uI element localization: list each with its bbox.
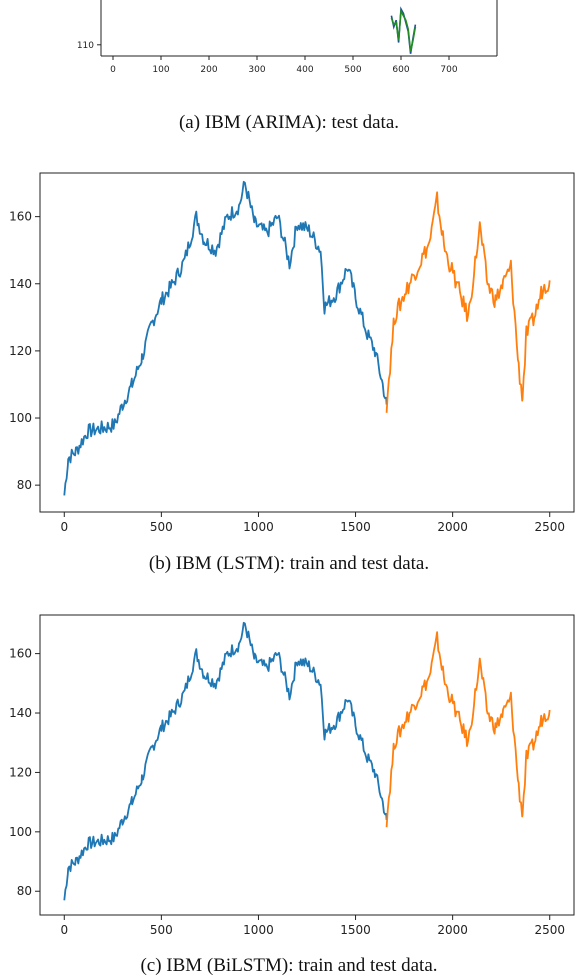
y-tick-label: 100 (9, 825, 32, 839)
x-tick-label: 1000 (243, 520, 274, 534)
test-series-line (385, 631, 551, 828)
bilstm-train-test-chart: 80 100 120 140 160 0 500 1000 1500 2000 2500 (9, 614, 575, 937)
x-tick-label: 2000 (437, 923, 468, 937)
arima-test-chart: 110 0 100 200 300 400 500 600 700 (77, 0, 498, 75)
plot-frame (39, 614, 575, 916)
plot-frame (39, 172, 575, 513)
y-tick-label: 80 (17, 478, 32, 492)
y-tick-label: 100 (9, 411, 32, 425)
x-tick-label: 700 (440, 65, 457, 75)
x-tick-label: 500 (344, 65, 361, 75)
x-tick-label: 300 (248, 65, 265, 75)
x-tick-label: 200 (200, 65, 217, 75)
y-tick-label: 160 (9, 210, 32, 224)
x-tick-label: 1000 (243, 923, 274, 937)
y-tick-label: 140 (9, 277, 32, 291)
train-series-line (63, 180, 388, 496)
y-tick-label: 120 (9, 765, 32, 779)
train-series-line (63, 621, 388, 901)
caption-lstm: (b) IBM (LSTM): train and test data. (148, 553, 430, 574)
caption-bilstm: (c) IBM (BiLSTM): train and test data. (140, 955, 438, 976)
lstm-train-test-chart: 80 100 120 140 160 0 500 1000 1500 2000 2500 (9, 172, 575, 534)
test-series-line (385, 191, 551, 413)
x-tick-label: 400 (296, 65, 313, 75)
x-tick-label: 2000 (437, 520, 468, 534)
y-tick-label: 160 (9, 647, 32, 661)
x-tick-label: 1500 (340, 923, 371, 937)
y-tick-label: 140 (9, 706, 32, 720)
x-tick-label: 0 (60, 520, 68, 534)
caption-arima: (a) IBM (ARIMA): test data. (178, 112, 400, 133)
x-tick-label: 600 (392, 65, 409, 75)
x-tick-label: 500 (150, 520, 173, 534)
x-tick-label: 100 (152, 65, 169, 75)
y-tick-label: 80 (17, 884, 32, 898)
y-tick-label: 120 (9, 344, 32, 358)
x-tick-label: 2500 (534, 923, 565, 937)
x-tick-label: 0 (110, 65, 116, 75)
y-tick-label: 110 (77, 41, 94, 51)
x-tick-label: 2500 (534, 520, 565, 534)
x-tick-label: 0 (60, 923, 68, 937)
predicted-series-line (390, 8, 417, 52)
x-tick-label: 1500 (340, 520, 371, 534)
x-tick-label: 500 (150, 923, 173, 937)
